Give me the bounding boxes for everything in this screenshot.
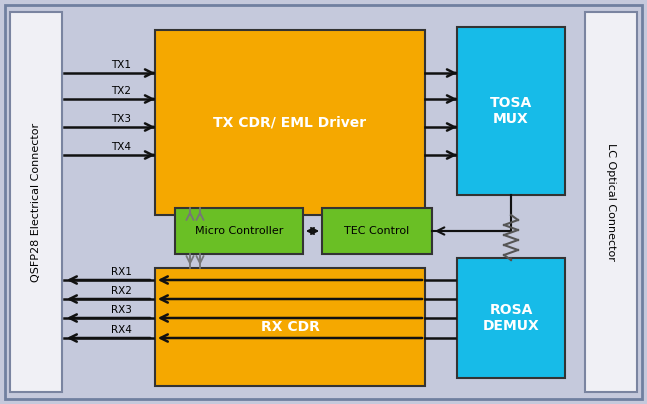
Text: LC Optical Connector: LC Optical Connector — [606, 143, 616, 261]
Text: TX4: TX4 — [111, 142, 131, 152]
Text: RX1: RX1 — [111, 267, 131, 277]
Bar — [175, 208, 303, 254]
Text: TX CDR/ EML Driver: TX CDR/ EML Driver — [214, 115, 367, 129]
Bar — [155, 30, 425, 215]
Text: RX CDR: RX CDR — [261, 320, 320, 334]
Bar — [585, 12, 637, 392]
Bar — [155, 268, 425, 386]
Text: RX4: RX4 — [111, 325, 131, 335]
Text: TX3: TX3 — [111, 114, 131, 124]
Text: TX1: TX1 — [111, 60, 131, 70]
Bar — [457, 258, 565, 378]
Text: RX2: RX2 — [111, 286, 131, 296]
Bar — [10, 12, 62, 392]
Text: TEC Control: TEC Control — [344, 226, 410, 236]
Text: QSFP28 Electrical Connector: QSFP28 Electrical Connector — [31, 122, 41, 282]
Text: TX2: TX2 — [111, 86, 131, 96]
Text: RX3: RX3 — [111, 305, 131, 315]
Text: ROSA
DEMUX: ROSA DEMUX — [483, 303, 540, 333]
Bar — [457, 27, 565, 195]
Text: Micro Controller: Micro Controller — [195, 226, 283, 236]
Text: TOSA
MUX: TOSA MUX — [490, 96, 532, 126]
Bar — [322, 208, 432, 254]
